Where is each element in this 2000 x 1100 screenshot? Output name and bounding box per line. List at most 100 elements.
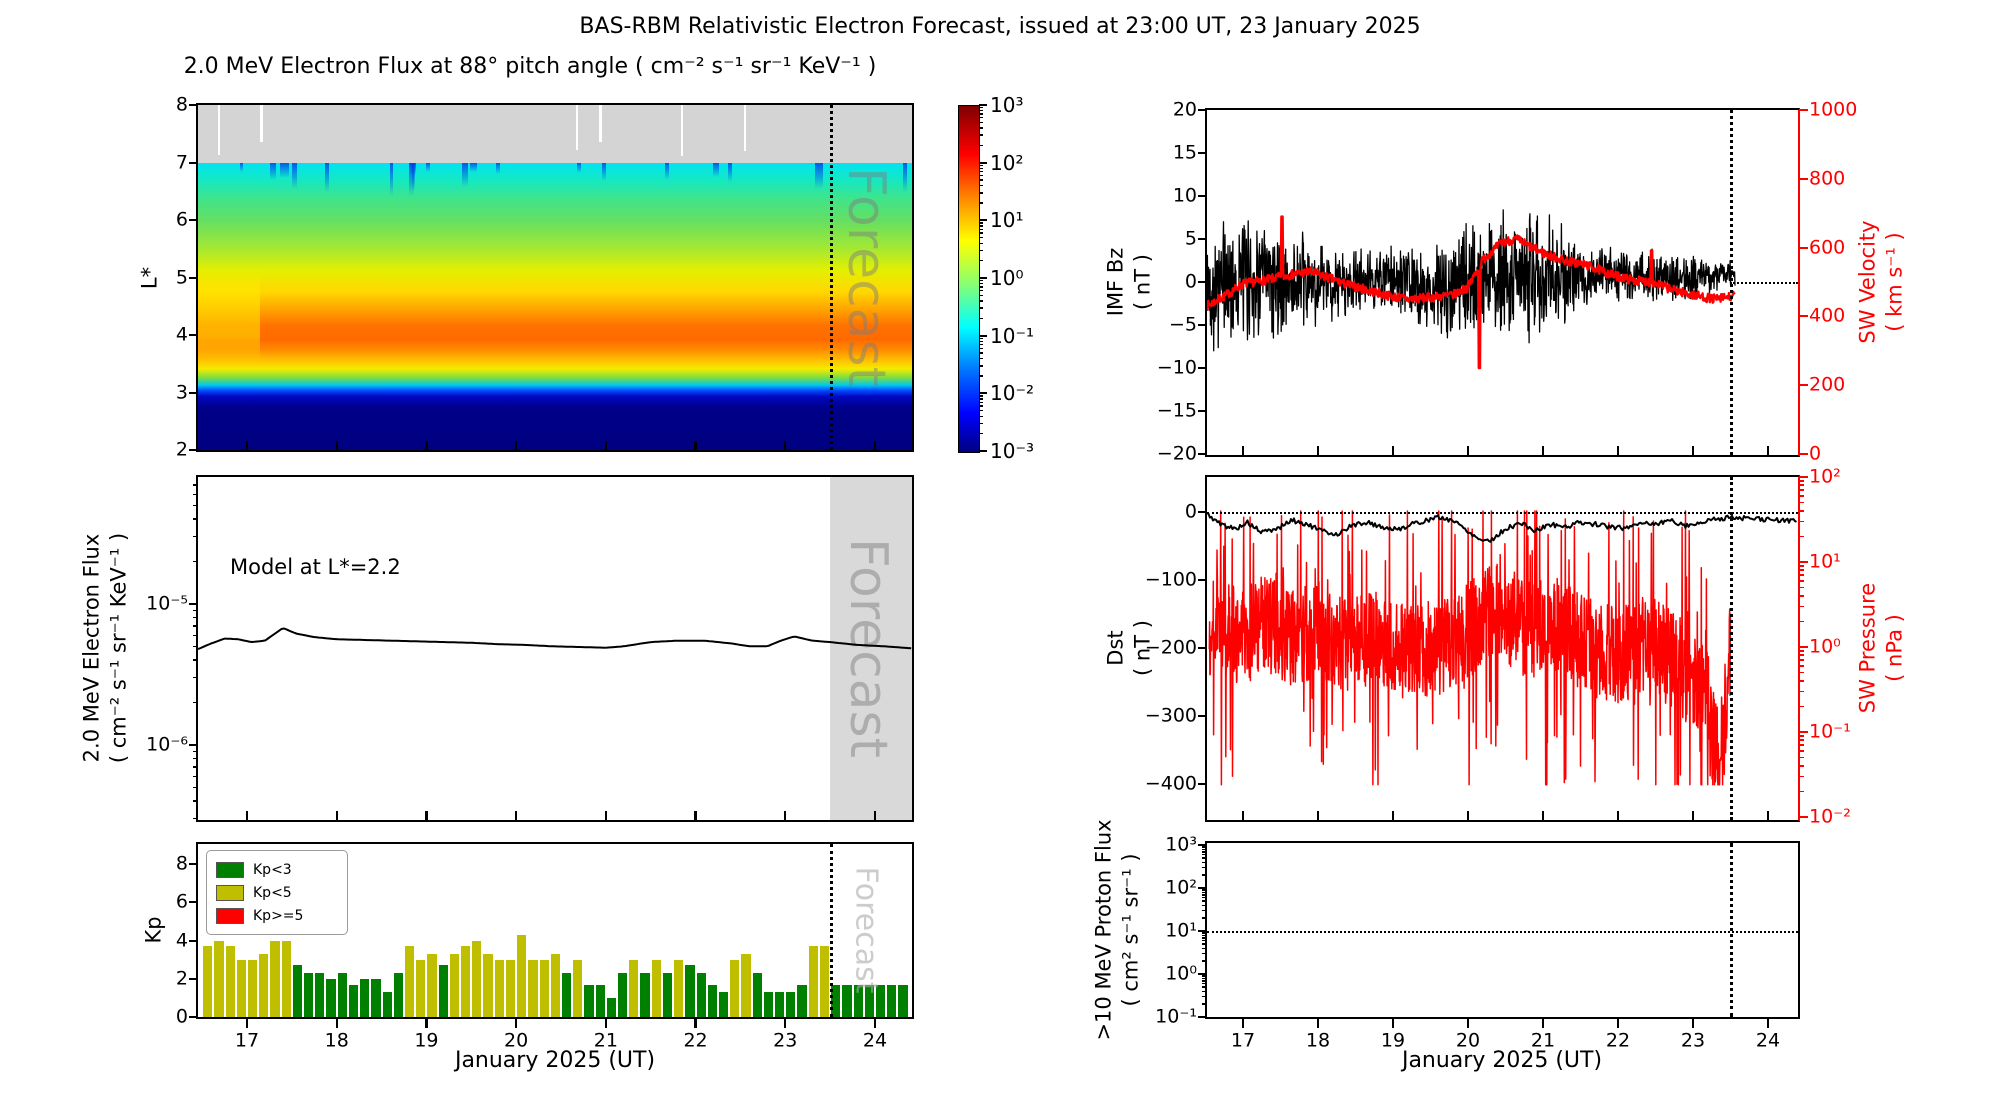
x-tick-mark [873, 1019, 877, 1028]
colorbar-minor-tick [979, 432, 983, 435]
colorbar-minor-tick [979, 410, 983, 412]
colorbar-minor-tick [979, 202, 983, 204]
y-minor-tick [1202, 866, 1207, 869]
y-minor-tick [1799, 580, 1804, 582]
kp-bar [573, 959, 583, 1017]
y-minor-tick [1799, 756, 1804, 759]
y-tick-mark [189, 391, 198, 394]
forecast-divider-line [830, 844, 833, 1017]
sw-velocity-trace [1207, 215, 1736, 370]
spectrogram-injection-streak [713, 162, 719, 177]
spectrogram-injection-streak [411, 162, 415, 191]
colorbar-minor-tick [979, 228, 983, 230]
y-tick-mark [189, 334, 198, 336]
kp-bar [797, 984, 807, 1017]
y-minor-tick [193, 701, 198, 704]
x-tick-mark [1241, 811, 1245, 820]
y-minor-tick [193, 659, 198, 661]
y-minor-tick [1799, 739, 1804, 741]
colorbar-minor-tick [979, 357, 983, 360]
y-minor-tick [193, 766, 198, 768]
kp-bar [853, 984, 863, 1017]
y-tick-mark [1198, 973, 1207, 976]
kp-legend-row: Kp<3 [216, 858, 338, 881]
x-tick-mark [1466, 1019, 1470, 1028]
model-ylabel: 2.0 MeV Electron Flux ( cm⁻² s⁻¹ sr⁻¹ Ke… [79, 533, 134, 763]
spectrogram-panel: Forecast [196, 103, 914, 452]
y-minor-tick [1799, 790, 1804, 793]
forecast-divider-line [830, 105, 833, 450]
colorbar-minor-tick [979, 164, 983, 166]
kp-bar [449, 953, 460, 1017]
y-tick-mark [189, 939, 198, 942]
dst-zero-dotted-line [1207, 512, 1798, 514]
kp-bar [539, 959, 549, 1017]
colorbar-tick-label: 10⁻² [990, 381, 1035, 406]
colorbar-minor-tick [979, 422, 983, 425]
colorbar-minor-tick [979, 232, 983, 234]
kp-bar [404, 946, 415, 1017]
y-minor-tick [1799, 690, 1804, 693]
y-tick-label: 4 [175, 323, 188, 346]
y-minor-tick [193, 625, 198, 627]
x-tick-mark [1691, 446, 1695, 455]
kp-bar [718, 992, 729, 1017]
kp-bar [662, 973, 673, 1017]
colorbar-minor-tick [979, 170, 983, 173]
right-xaxis-label: January 2025 (UT) [1401, 1048, 1603, 1073]
y-tick-label: 8 [175, 852, 188, 875]
model-flux-panel: Forecast Model at L*=2.2 [196, 475, 914, 822]
y-tick-label: −200 [1144, 636, 1197, 659]
x-tick-label: 23 [773, 1029, 798, 1052]
y-tick-mark [1799, 315, 1808, 318]
kp-bar [875, 984, 886, 1017]
x-tick-mark [784, 1019, 787, 1028]
colorbar-minor-tick [979, 127, 983, 129]
y-tick-label: 10² [1809, 465, 1841, 488]
x-tick-mark [1766, 811, 1770, 820]
y-tick-label: 10⁰ [1809, 635, 1841, 658]
y-minor-tick [1799, 484, 1804, 486]
x-tick-mark [1616, 811, 1620, 820]
y-tick-mark [1198, 152, 1207, 154]
colorbar-minor-tick [979, 405, 983, 407]
y-minor-tick [1799, 535, 1804, 538]
x-tick-label: 19 [1380, 1029, 1406, 1052]
colorbar-minor-tick [979, 179, 983, 181]
y-minor-tick [1799, 620, 1804, 623]
spectrogram-data-gap-line [599, 105, 602, 143]
y-tick-mark [1198, 579, 1207, 581]
kp-bar [629, 959, 639, 1017]
model-flux-line-svg [198, 627, 912, 651]
kp-bar [281, 940, 291, 1017]
spectrogram-injection-streak [389, 162, 394, 197]
colorbar-tick-mark [979, 277, 987, 279]
kp-legend-label: Kp<3 [253, 861, 292, 878]
x-tick-mark [1466, 811, 1470, 820]
y-minor-tick [193, 535, 198, 538]
y-minor-tick [1202, 932, 1207, 934]
sw-pressure-trace [1208, 510, 1732, 786]
y-tick-mark [1198, 281, 1207, 283]
y-minor-tick [1202, 874, 1207, 876]
kp-bar [864, 984, 874, 1017]
spectrogram-injection-streak [602, 162, 606, 181]
y-minor-tick [1799, 565, 1804, 567]
y-tick-mark [1799, 816, 1808, 818]
y-minor-tick [1799, 489, 1804, 491]
forecast-divider-line [1730, 843, 1733, 1017]
kp-bar [483, 953, 493, 1017]
colorbar-tick-mark [979, 219, 987, 222]
spectrogram-data-gap-line [575, 105, 579, 151]
colorbar-minor-tick [979, 352, 983, 354]
kp-bar [360, 978, 370, 1017]
colorbar-tick-label: 10⁻³ [990, 439, 1035, 464]
y-tick-label: 10⁻⁵ [146, 592, 188, 615]
kp-bar [640, 973, 650, 1017]
forecast-watermark: Forecast [836, 166, 896, 388]
x-tick-mark [514, 811, 518, 820]
y-tick-label: 600 [1809, 236, 1846, 259]
x-tick-mark [1541, 446, 1545, 455]
spectrogram-data-gap-line [260, 105, 263, 142]
colorbar-minor-tick [979, 222, 983, 224]
